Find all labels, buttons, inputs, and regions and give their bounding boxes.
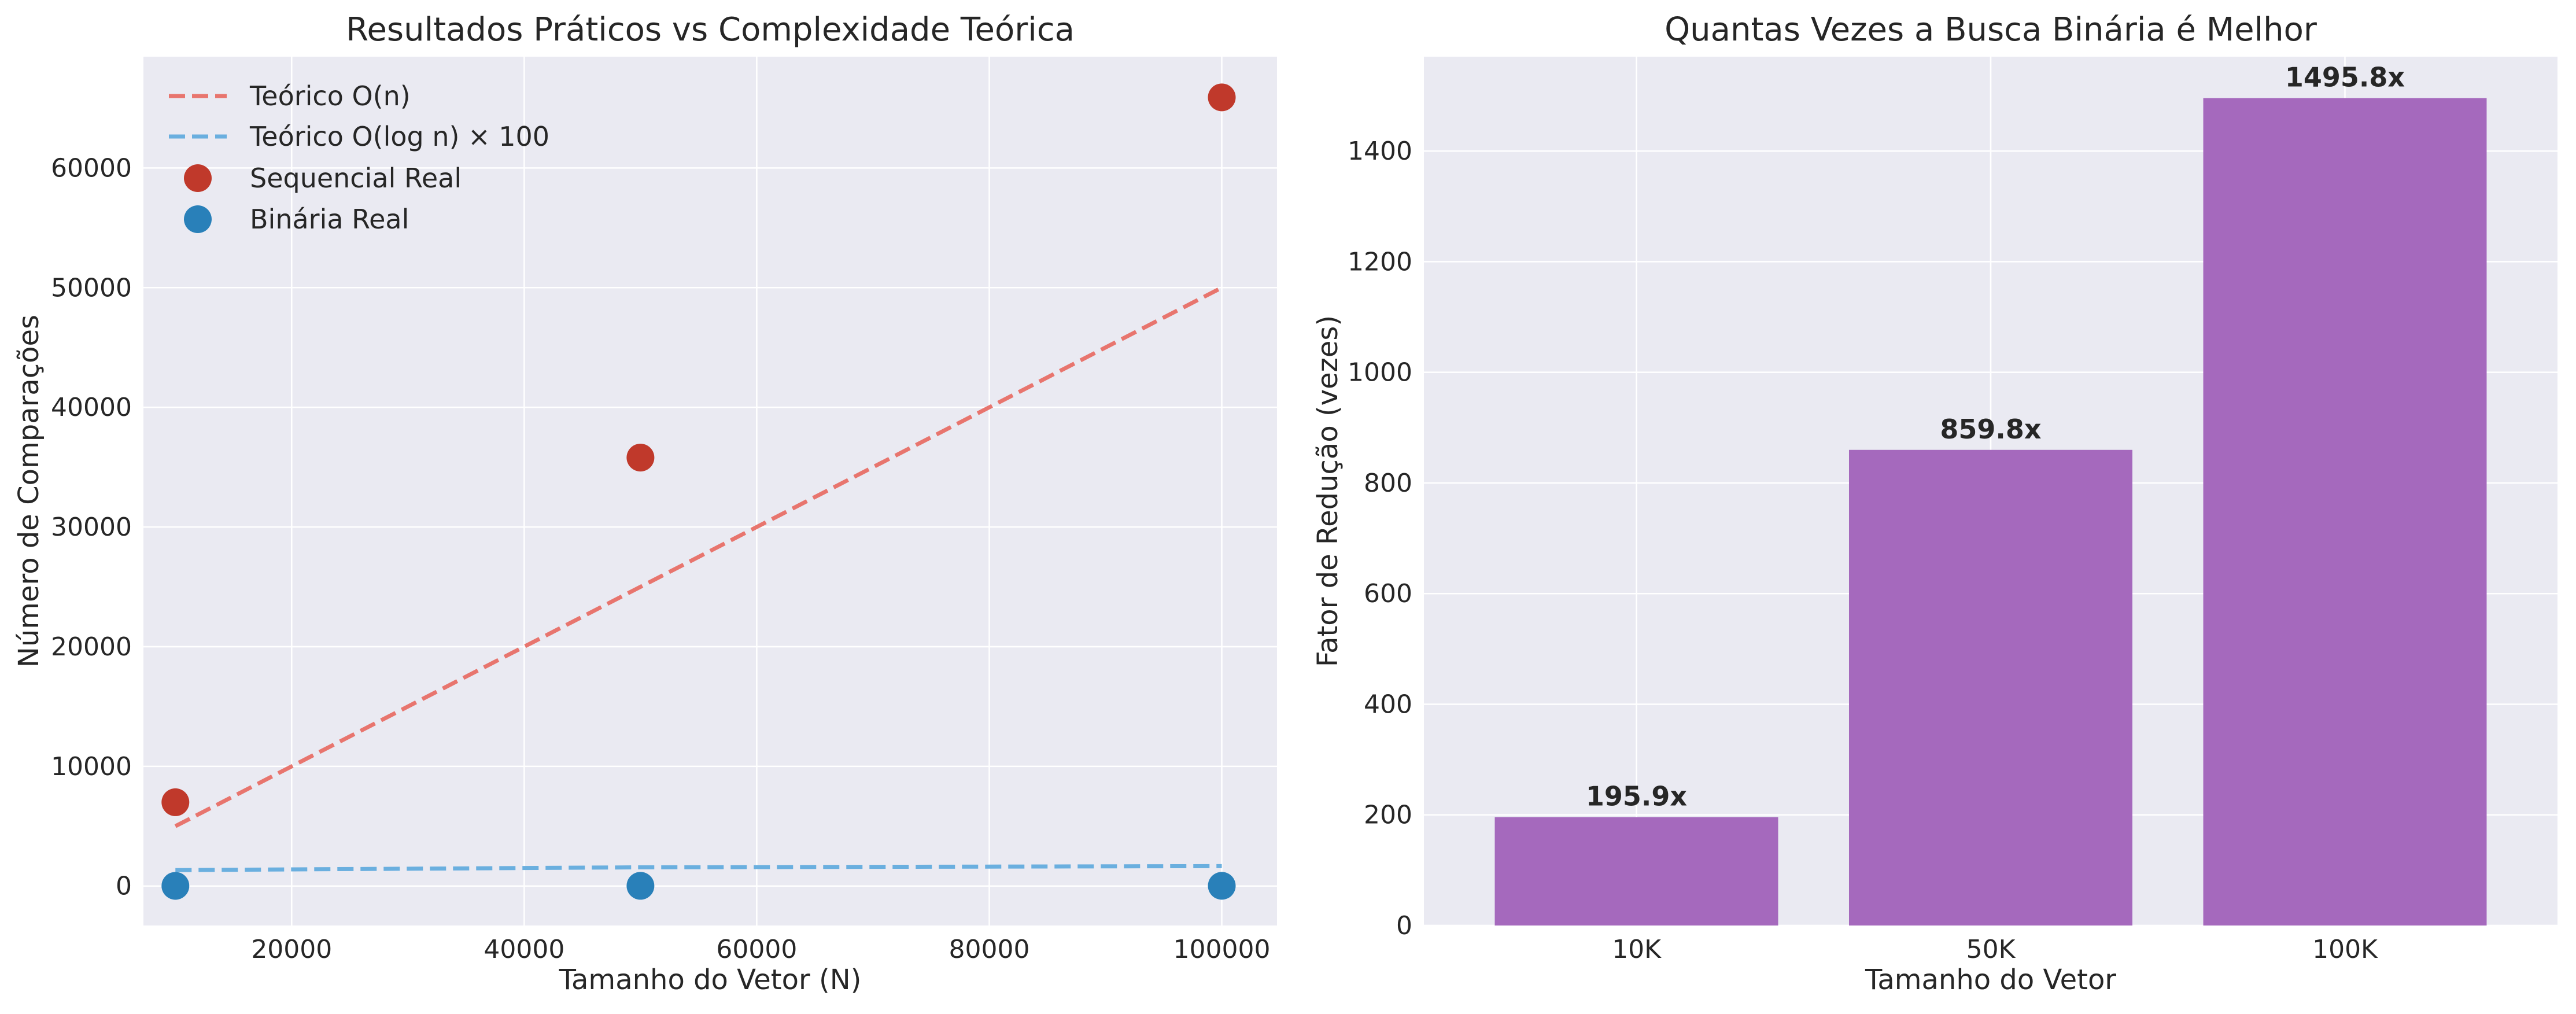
chart-title-left: Resultados Práticos vs Complexidade Teór… bbox=[346, 11, 1075, 49]
bar-value-labels: 195.9x 859.8x 1495.8x bbox=[1586, 62, 2405, 812]
theory-lines bbox=[174, 286, 1223, 872]
legend-label-theoretical-log: Teórico O(log n) × 100 bbox=[249, 121, 549, 152]
y-tick-label-20000: 20000 bbox=[51, 632, 132, 662]
point-bin-ria-real-50000 bbox=[626, 872, 655, 900]
y-tick-label-40000: 40000 bbox=[51, 393, 132, 422]
y-ticks-right: 0 200 400 600 800 1000 1200 1400 bbox=[1348, 137, 1412, 941]
legend: Teórico O(n) Teórico O(log n) × 100 Sequ… bbox=[169, 80, 549, 235]
legend-label-theoretical-linear: Teórico O(n) bbox=[249, 80, 411, 112]
x-axis-label-left: Tamanho do Vetor (N) bbox=[559, 964, 862, 996]
chart-title-right: Quantas Vezes a Busca Binária é Melhor bbox=[1665, 11, 2317, 49]
y-axis-label-left: Número de Comparações bbox=[13, 315, 45, 668]
legend-swatch-binary bbox=[184, 205, 212, 233]
plot-area-left bbox=[143, 57, 1277, 925]
y-tick-label-200: 200 bbox=[1364, 801, 1412, 830]
point-bin-ria-real-10000 bbox=[161, 872, 190, 900]
y-tick-label-1000: 1000 bbox=[1348, 358, 1412, 388]
y-tick-label-1200: 1200 bbox=[1348, 247, 1412, 276]
bars bbox=[1494, 98, 2487, 925]
y-tick-label-30000: 30000 bbox=[51, 512, 132, 542]
point-sequencial-real-50000 bbox=[626, 444, 655, 472]
bar-value-label-50k: 859.8x bbox=[1940, 414, 2041, 445]
y-tick-label-60000: 60000 bbox=[51, 153, 132, 183]
grid-left bbox=[143, 57, 1277, 925]
series-line-te-rico-o-n bbox=[174, 286, 1223, 828]
real-points bbox=[161, 83, 1236, 900]
y-tick-label-50000: 50000 bbox=[51, 273, 132, 303]
x-tick-label-80000: 80000 bbox=[949, 935, 1029, 964]
y-axis-label-right: Fator de Redução (vezes) bbox=[1312, 315, 1344, 667]
x-ticks-right: 10K 50K 100K bbox=[1612, 935, 2378, 964]
bar-50k bbox=[1849, 449, 2132, 925]
chart-comparisons: 20000 40000 60000 80000 100000 0 10000 20000 30… bbox=[13, 11, 1277, 996]
y-tick-label-0: 0 bbox=[116, 872, 132, 901]
legend-label-sequential: Sequencial Real bbox=[250, 163, 462, 194]
bar-value-label-10k: 195.9x bbox=[1586, 781, 1687, 812]
point-bin-ria-real-100000 bbox=[1208, 872, 1236, 900]
x-tick-label-100000: 100000 bbox=[1173, 935, 1271, 964]
bar-10k bbox=[1494, 817, 1778, 925]
y-tick-label-800: 800 bbox=[1364, 469, 1412, 498]
bar-value-label-100k: 1495.8x bbox=[2285, 62, 2405, 93]
y-tick-label-0: 0 bbox=[1396, 911, 1412, 941]
bar-100k bbox=[2203, 98, 2487, 925]
y-tick-label-10000: 10000 bbox=[51, 752, 132, 781]
point-sequencial-real-10000 bbox=[161, 788, 190, 816]
x-ticks-left: 20000 40000 60000 80000 100000 bbox=[251, 935, 1270, 964]
x-tick-label-10k: 10K bbox=[1612, 935, 1662, 964]
legend-label-binary: Binária Real bbox=[250, 204, 409, 235]
x-axis-label-right: Tamanho do Vetor bbox=[1865, 964, 2116, 996]
x-tick-label-60000: 60000 bbox=[716, 935, 797, 964]
x-tick-label-20000: 20000 bbox=[251, 935, 332, 964]
x-tick-label-100k: 100K bbox=[2312, 935, 2378, 964]
y-tick-label-400: 400 bbox=[1364, 689, 1412, 719]
chart-reduction-factor: 195.9x 859.8x 1495.8x 10K 50K 100K 0 200 400 60… bbox=[1312, 11, 2557, 996]
x-tick-label-50k: 50K bbox=[1966, 935, 2016, 964]
y-tick-label-1400: 1400 bbox=[1348, 137, 1412, 166]
y-ticks-left: 0 10000 20000 30000 40000 50000 60000 bbox=[51, 153, 132, 901]
legend-swatch-sequential bbox=[184, 164, 212, 192]
point-sequencial-real-100000 bbox=[1208, 83, 1236, 112]
y-tick-label-600: 600 bbox=[1364, 579, 1412, 609]
series-line-te-rico-o-log-n-100 bbox=[175, 864, 1222, 872]
x-tick-label-40000: 40000 bbox=[484, 935, 564, 964]
